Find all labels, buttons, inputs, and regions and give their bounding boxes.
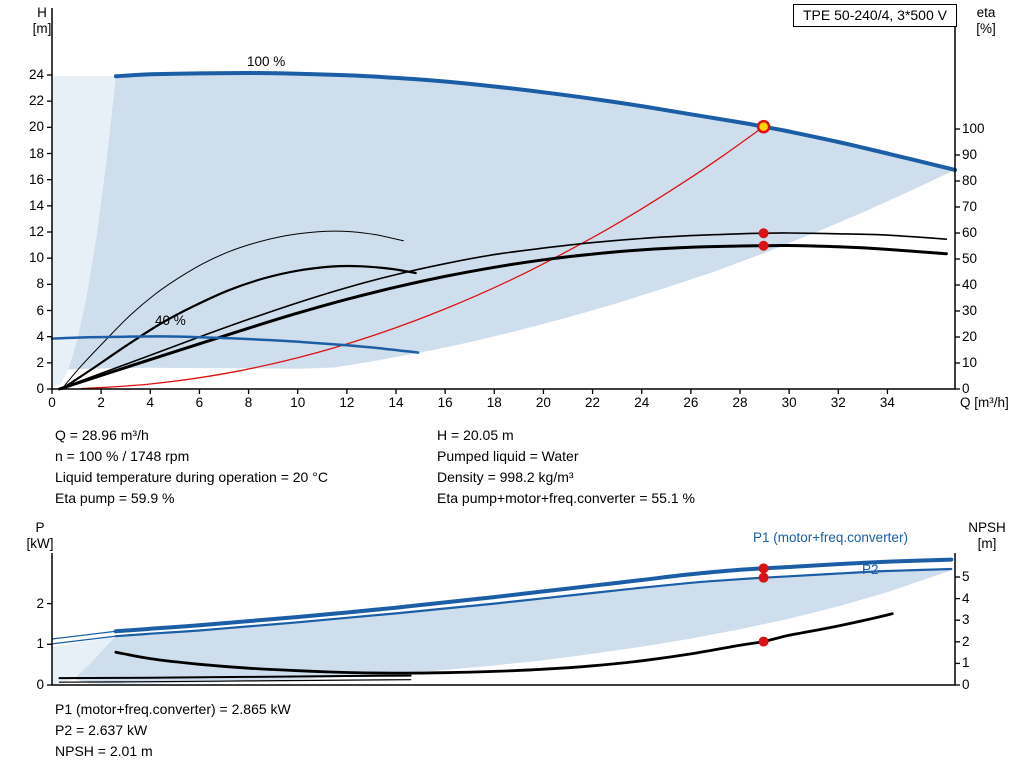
tick-label: 6 xyxy=(195,395,204,410)
p2-curve-label: P2 xyxy=(862,562,879,577)
npsh-value: NPSH = 2.01 m xyxy=(55,743,153,759)
tick-label: 14 xyxy=(388,395,404,410)
tick-label: 20 xyxy=(962,329,978,344)
tick-label: 24 xyxy=(28,67,44,82)
tick-label: 2 xyxy=(36,595,44,611)
tick-label: 22 xyxy=(28,93,44,109)
head-axis-name: H xyxy=(37,5,47,20)
tick-label: 10 xyxy=(28,250,44,266)
speed-100-label: 100 % xyxy=(247,54,286,69)
result-block: P1 (motor+freq.converter) = 2.865 kW P2 … xyxy=(55,699,291,762)
tick-label: 40 xyxy=(962,277,978,292)
tick-label: 30 xyxy=(962,303,978,318)
eta-axis-unit: [%] xyxy=(976,21,996,36)
liquid-temperature-value: Liquid temperature during operation = 20… xyxy=(55,469,328,485)
tick-label: 90 xyxy=(962,147,978,162)
tick-label: 20 xyxy=(28,119,44,135)
tick-label: 3 xyxy=(962,612,970,628)
tick-label: 4 xyxy=(36,328,44,344)
speed-40-label: 40 % xyxy=(155,313,186,328)
tick-label: 2 xyxy=(36,354,44,370)
tick-label: 2 xyxy=(97,395,105,410)
tick-label: 10 xyxy=(962,355,978,370)
tick-label: 1 xyxy=(962,655,970,671)
tick-label: 80 xyxy=(962,173,978,188)
tick-label: 0 xyxy=(962,677,970,692)
tick-label: 0 xyxy=(48,395,56,410)
eta-pump-value: Eta pump = 59.9 % xyxy=(55,490,175,506)
tick-label: 60 xyxy=(962,225,978,240)
tick-label: 2 xyxy=(962,633,970,649)
tick-label: 4 xyxy=(962,590,970,606)
p2-value: P2 = 2.637 kW xyxy=(55,722,148,738)
tick-label: 26 xyxy=(683,395,699,410)
eta-total-value: Eta pump+motor+freq.converter = 55.1 % xyxy=(437,490,695,506)
power-axis-unit: [kW] xyxy=(26,536,54,551)
operating-data-left: Q = 28.96 m³/h n = 100 % / 1748 rpm Liqu… xyxy=(55,425,328,509)
pumped-liquid-value: Pumped liquid = Water xyxy=(437,448,579,464)
tick-label: 32 xyxy=(830,395,846,410)
tick-label: 16 xyxy=(437,395,453,410)
eta-axis-label: eta [%] xyxy=(964,5,1008,37)
density-value: Density = 998.2 kg/m³ xyxy=(437,469,574,485)
tick-label: 24 xyxy=(634,395,650,410)
tick-label: 4 xyxy=(146,395,155,410)
power-axis-label: P [kW] xyxy=(18,520,62,552)
p1-curve-label: P1 (motor+freq.converter) xyxy=(753,530,908,545)
pump-type-label: TPE 50-240/4, 3*500 V xyxy=(793,4,957,27)
tick-label: 0 xyxy=(36,381,44,396)
tick-label: 0 xyxy=(962,381,970,396)
tick-label: 70 xyxy=(962,199,978,214)
tick-label: 12 xyxy=(339,395,355,410)
tick-label: 22 xyxy=(585,395,601,410)
flow-axis-unit-label: Q [m³/h] xyxy=(960,395,1009,410)
tick-label: 30 xyxy=(781,395,797,410)
p1-value: P1 (motor+freq.converter) = 2.865 kW xyxy=(55,701,291,717)
tick-label: 100 xyxy=(962,121,985,136)
tick-label: 20 xyxy=(535,395,551,410)
flow-value: Q = 28.96 m³/h xyxy=(55,427,149,443)
head-axis-unit: [m] xyxy=(32,21,52,36)
head-value: H = 20.05 m xyxy=(437,427,514,443)
tick-label: 14 xyxy=(28,197,44,213)
tick-label: 16 xyxy=(28,171,44,187)
tick-label: 50 xyxy=(962,251,978,266)
head-axis-label: H [m] xyxy=(20,5,64,37)
npsh-axis-name: NPSH xyxy=(968,520,1006,535)
tick-label: 8 xyxy=(244,395,253,410)
tick-label: 10 xyxy=(290,395,306,410)
power-axis-name: P xyxy=(35,520,45,535)
tick-label: 0 xyxy=(36,677,44,692)
eta-axis-name: eta xyxy=(976,5,996,20)
tick-label: 28 xyxy=(732,395,748,410)
tick-label: 6 xyxy=(36,302,44,318)
npsh-axis-label: NPSH [m] xyxy=(956,520,1018,552)
tick-label: 18 xyxy=(28,145,44,161)
tick-label: 18 xyxy=(486,395,502,410)
tick-label: 34 xyxy=(879,395,895,410)
tick-label: 8 xyxy=(36,276,44,292)
npsh-axis-unit: [m] xyxy=(977,536,997,551)
tick-label: 12 xyxy=(28,224,44,239)
speed-value: n = 100 % / 1748 rpm xyxy=(55,448,190,464)
tick-label: 1 xyxy=(36,636,44,652)
tick-label: 5 xyxy=(962,569,970,584)
operating-data-right: H = 20.05 m Pumped liquid = Water Densit… xyxy=(437,425,695,509)
